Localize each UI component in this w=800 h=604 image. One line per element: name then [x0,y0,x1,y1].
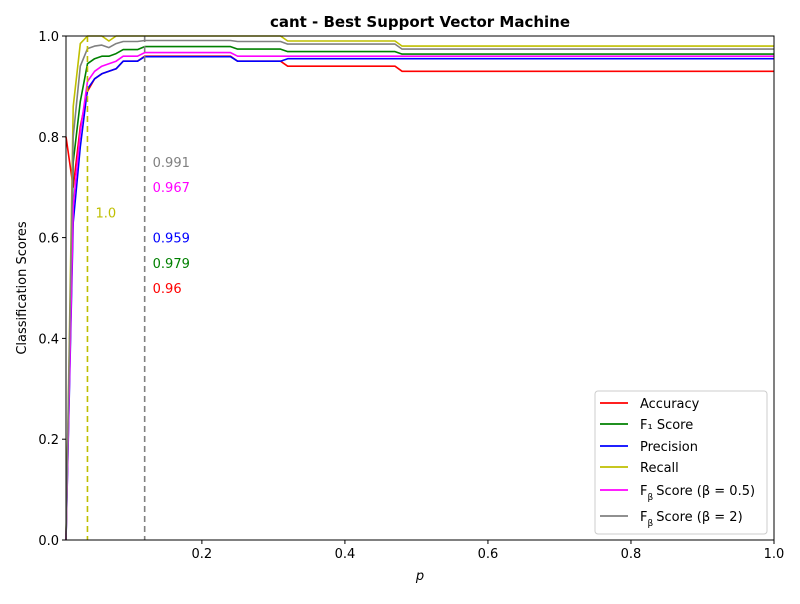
annotation-label: 0.991 [153,156,190,171]
chart-title: cant - Best Support Vector Machine [270,13,570,31]
series-line-5 [65,39,774,541]
plot-area: 0.991 0.967 1.0 0.959 0.979 0.96 0.2 0.4 0.6 0.8 1… [38,30,784,562]
series-line-4 [65,51,774,541]
legend-label: Precision [640,440,698,455]
legend-label: Fβ Score (β = 0.5) [640,484,755,503]
series-line-1 [65,45,774,541]
legend-frame [594,390,768,535]
annotation-label: 0.96 [153,282,182,297]
y-tick-label: 0.4 [38,332,59,347]
y-axis-label: Classification Scores [15,221,30,355]
legend: Accuracy F₁ Score Precision Recall Fβ Score (… [594,390,768,535]
legend-label: Recall [640,461,679,476]
legend-label: Fβ Score (β = 2) [640,510,743,529]
y-tick-label: 0.2 [38,433,59,448]
x-tick-label: 0.4 [335,547,356,562]
y-tick-label: 0.6 [38,232,59,247]
y-tick-label: 1.0 [38,30,59,45]
x-tick-label: 0.2 [192,547,213,562]
x-tick-label: 1.0 [764,547,785,562]
y-tick-label: 0.0 [38,534,59,549]
annotation-label: 1.0 [95,206,116,221]
x-tick-label: 0.8 [621,547,642,562]
legend-label: Accuracy [640,397,700,412]
series-line-3 [65,35,774,541]
annotation-label: 0.979 [153,257,190,272]
x-tick-label: 0.6 [478,547,499,562]
x-axis-label: p [415,569,424,584]
legend-label: F₁ Score [640,418,693,433]
plot-frame [65,35,775,541]
y-tick-label: 0.8 [38,131,59,146]
annotation-label: 0.959 [153,232,190,247]
annotation-label: 0.967 [153,181,190,196]
series-line-2 [65,55,774,541]
